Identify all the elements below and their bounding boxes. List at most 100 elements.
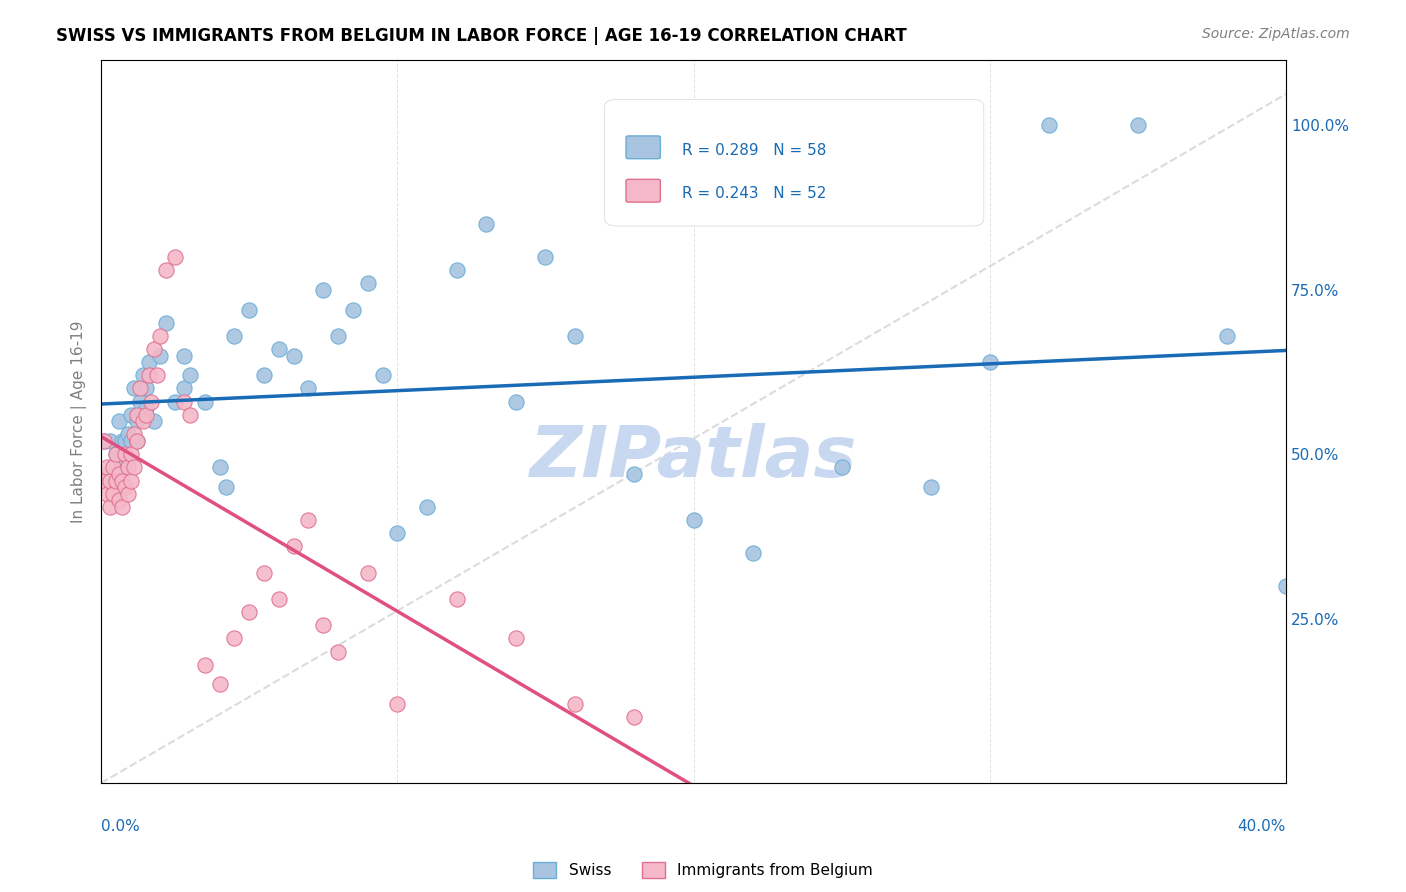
Point xyxy=(93,434,115,448)
Point xyxy=(149,328,172,343)
Point xyxy=(312,283,335,297)
Point xyxy=(1215,328,1237,343)
Point xyxy=(114,434,136,448)
Point xyxy=(111,460,134,475)
Point xyxy=(475,217,498,231)
Point xyxy=(267,342,290,356)
Point xyxy=(93,434,115,448)
Point xyxy=(125,434,148,448)
Y-axis label: In Labor Force | Age 16-19: In Labor Force | Age 16-19 xyxy=(72,320,87,523)
Point xyxy=(165,394,187,409)
Point xyxy=(505,394,527,409)
Point xyxy=(1126,119,1149,133)
Point xyxy=(117,460,139,475)
Point xyxy=(98,500,121,514)
Point xyxy=(173,394,195,409)
Point xyxy=(125,434,148,448)
Point xyxy=(342,302,364,317)
Point xyxy=(138,355,160,369)
Point xyxy=(122,381,145,395)
Point xyxy=(297,513,319,527)
Point xyxy=(371,368,394,383)
Point xyxy=(98,474,121,488)
Text: R = 0.243   N = 52: R = 0.243 N = 52 xyxy=(682,186,827,201)
Point xyxy=(122,427,145,442)
Point xyxy=(505,632,527,646)
Point xyxy=(179,368,201,383)
Text: SWISS VS IMMIGRANTS FROM BELGIUM IN LABOR FORCE | AGE 16-19 CORRELATION CHART: SWISS VS IMMIGRANTS FROM BELGIUM IN LABO… xyxy=(56,27,907,45)
Point xyxy=(682,513,704,527)
Point xyxy=(564,697,586,711)
Point xyxy=(623,710,645,724)
Text: 0.0%: 0.0% xyxy=(101,819,139,834)
Point xyxy=(208,460,231,475)
Point xyxy=(120,408,142,422)
Point xyxy=(224,328,246,343)
Point xyxy=(283,349,305,363)
Point xyxy=(120,434,142,448)
Point xyxy=(1038,119,1060,133)
Point xyxy=(357,277,380,291)
Point xyxy=(155,316,177,330)
Point xyxy=(1275,579,1298,593)
Legend: Swiss, Immigrants from Belgium: Swiss, Immigrants from Belgium xyxy=(527,856,879,884)
Point xyxy=(108,467,131,481)
Point xyxy=(138,368,160,383)
Point xyxy=(143,414,166,428)
Point xyxy=(194,657,217,672)
Point xyxy=(96,486,118,500)
Point xyxy=(387,697,409,711)
Point xyxy=(108,414,131,428)
Point xyxy=(446,263,468,277)
Point xyxy=(155,263,177,277)
Point xyxy=(283,539,305,553)
Text: 40.0%: 40.0% xyxy=(1237,819,1286,834)
Point xyxy=(111,500,134,514)
Point xyxy=(128,394,150,409)
Point xyxy=(312,618,335,632)
Point xyxy=(920,480,942,494)
Point xyxy=(165,250,187,264)
Point xyxy=(111,434,134,448)
Text: ZIPatlas: ZIPatlas xyxy=(530,423,858,492)
Point xyxy=(149,349,172,363)
Point xyxy=(101,460,124,475)
Point xyxy=(131,368,153,383)
Point xyxy=(114,480,136,494)
Point xyxy=(117,486,139,500)
Point xyxy=(114,447,136,461)
Point xyxy=(238,302,260,317)
Point xyxy=(623,467,645,481)
Point xyxy=(194,394,217,409)
Point xyxy=(141,394,163,409)
Point xyxy=(534,250,557,264)
Point xyxy=(111,474,134,488)
Point xyxy=(101,486,124,500)
Point xyxy=(446,591,468,606)
Point xyxy=(326,644,349,658)
Point xyxy=(125,408,148,422)
Point xyxy=(128,381,150,395)
Point xyxy=(131,414,153,428)
FancyBboxPatch shape xyxy=(605,99,984,226)
Point xyxy=(979,355,1001,369)
Point xyxy=(238,605,260,619)
Point xyxy=(173,381,195,395)
Text: Source: ZipAtlas.com: Source: ZipAtlas.com xyxy=(1202,27,1350,41)
Point xyxy=(125,414,148,428)
Point xyxy=(564,328,586,343)
Point xyxy=(831,460,853,475)
Point xyxy=(135,381,157,395)
Point xyxy=(253,368,276,383)
Point xyxy=(179,408,201,422)
Point xyxy=(96,467,118,481)
FancyBboxPatch shape xyxy=(626,136,661,159)
Point xyxy=(416,500,439,514)
Point xyxy=(96,460,118,475)
Point xyxy=(267,591,290,606)
Point xyxy=(120,447,142,461)
Point xyxy=(93,474,115,488)
Point xyxy=(173,349,195,363)
FancyBboxPatch shape xyxy=(626,179,661,202)
Point xyxy=(214,480,236,494)
